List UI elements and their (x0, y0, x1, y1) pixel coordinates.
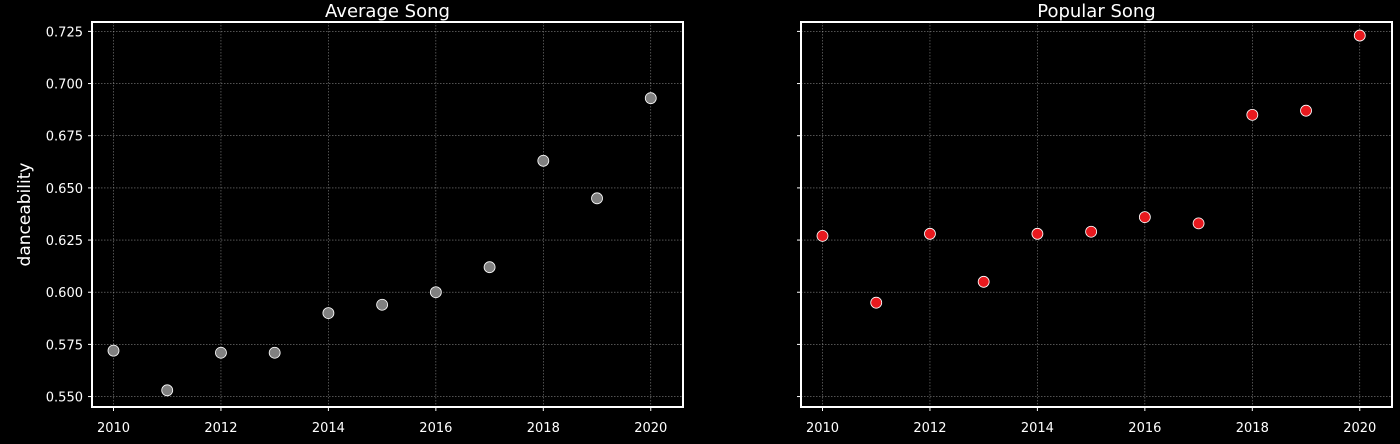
plot-frame (800, 21, 1393, 408)
x-tick-label: 2020 (634, 421, 667, 436)
data-point (924, 227, 936, 240)
x-tick-label: 2016 (419, 421, 452, 436)
data-point (537, 154, 550, 167)
x-tick-label: 2020 (1343, 421, 1376, 436)
x-tick-label: 2018 (527, 421, 560, 436)
data-point (107, 344, 120, 357)
data-point (1246, 108, 1259, 121)
data-point (429, 286, 442, 299)
data-point (483, 261, 496, 274)
x-tick-label: 2014 (1021, 421, 1054, 436)
y-tick-label: 0.600 (46, 286, 83, 301)
data-point (1085, 225, 1098, 238)
y-tick-label: 0.675 (46, 130, 83, 145)
x-tick-label: 2018 (1236, 421, 1269, 436)
x-tick-label: 2010 (806, 421, 839, 436)
average-song-panel: 2010 2012 2014 2016 2018 2020 0.550 0.575 0.600 0… (15, 1, 684, 436)
x-tick-label: 2010 (97, 421, 130, 436)
data-point (977, 275, 990, 288)
plot-frame (91, 21, 684, 408)
y-tick-label: 0.575 (46, 338, 83, 353)
data-point (1353, 29, 1366, 42)
chart-title: Average Song (325, 1, 450, 22)
x-tick-label: 2012 (204, 421, 237, 436)
data-point (1031, 227, 1044, 240)
x-tick-label: 2014 (312, 421, 345, 436)
data-point (215, 346, 227, 359)
y-tick-label: 0.650 (46, 182, 83, 197)
data-point (376, 298, 389, 311)
y-axis-label: danceability (15, 163, 35, 267)
data-point (1192, 217, 1205, 230)
data-point (644, 92, 657, 105)
data-point (816, 229, 829, 242)
data-point (870, 296, 883, 309)
chart-title: Popular Song (1037, 1, 1156, 22)
popular-song-panel: 2010 2012 2014 2016 2018 2020 Popular Song (797, 1, 1393, 436)
y-tick-label: 0.725 (46, 25, 83, 40)
data-point (591, 192, 603, 205)
data-point (1300, 104, 1312, 117)
x-tick-label: 2016 (1128, 421, 1161, 436)
x-tick-label: 2012 (913, 421, 946, 436)
y-tick-label: 0.700 (46, 78, 83, 93)
data-point (1138, 211, 1151, 224)
data-point (322, 307, 335, 319)
data-point (161, 384, 174, 397)
y-tick-label: 0.625 (46, 234, 83, 249)
data-point (268, 346, 281, 359)
y-tick-label: 0.550 (46, 391, 83, 406)
